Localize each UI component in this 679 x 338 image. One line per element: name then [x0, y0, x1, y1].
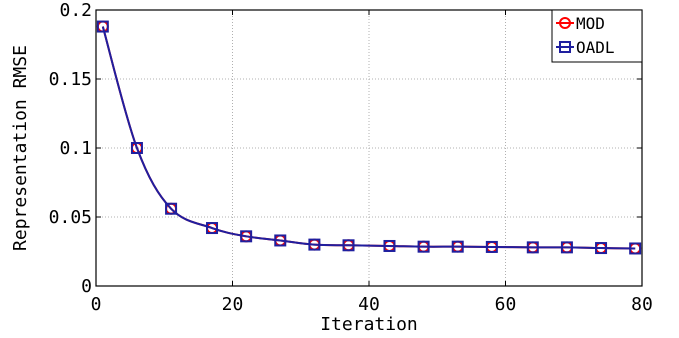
x-tick-label: 0	[91, 294, 102, 315]
series-oadl	[96, 20, 642, 255]
data-point-oadl	[629, 242, 642, 255]
legend-label: MOD	[576, 14, 605, 33]
x-tick-label: 80	[631, 294, 653, 315]
ticks: 0 20 40 60 80 0 0.05 0.1 0.15 0.2	[49, 0, 653, 315]
x-tick-label: 60	[495, 294, 517, 315]
data-point-oadl	[451, 240, 464, 253]
legend-label: OADL	[576, 38, 615, 57]
x-tick-label: 20	[222, 294, 244, 315]
data-point-oadl	[165, 202, 178, 215]
series-line-oadl	[101, 26, 636, 250]
y-tick-label: 0.05	[49, 207, 92, 228]
data-point-oadl	[342, 239, 355, 252]
legend-circle-marker	[559, 17, 571, 29]
legend: MOD OADL	[551, 9, 643, 63]
data-point-oadl	[485, 240, 498, 253]
data-point-oadl	[560, 241, 573, 254]
data-point-oadl	[274, 234, 287, 247]
legend-square-marker	[559, 41, 571, 53]
y-tick-label: 0.15	[49, 69, 92, 90]
y-tick-label: 0.1	[59, 138, 92, 159]
data-point-oadl	[526, 241, 539, 254]
data-point-oadl	[383, 239, 396, 252]
series-layer	[96, 20, 642, 255]
y-tick-label: 0	[81, 276, 92, 297]
x-tick-label: 40	[358, 294, 380, 315]
data-point-oadl	[130, 142, 143, 154]
legend-entry-oadl: OADL	[556, 38, 615, 57]
y-tick-label: 0.2	[59, 0, 92, 21]
legend-entry-mod: MOD	[556, 14, 605, 33]
data-point-oadl	[206, 222, 219, 235]
data-point-oadl	[96, 20, 109, 33]
data-point-oadl	[240, 230, 253, 243]
data-point-oadl	[595, 242, 608, 255]
data-point-oadl	[417, 240, 430, 253]
x-axis-label: Iteration	[320, 314, 418, 335]
y-axis-label: Representation RMSE	[10, 45, 31, 251]
grid	[96, 10, 642, 286]
data-point-oadl	[308, 238, 321, 251]
